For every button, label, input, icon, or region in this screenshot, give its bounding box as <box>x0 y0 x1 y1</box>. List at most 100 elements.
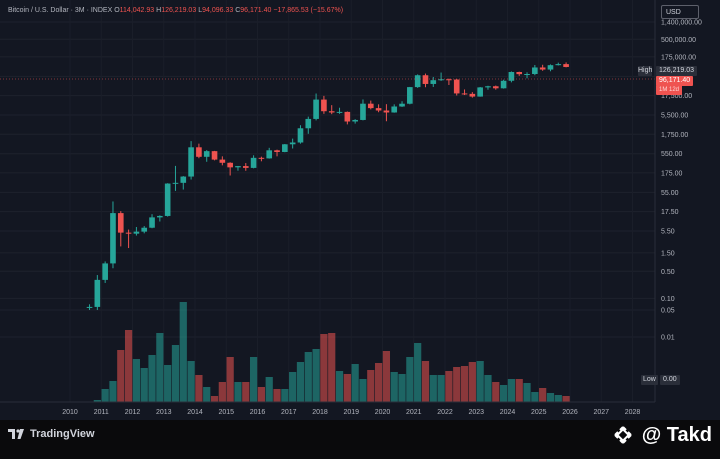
candle-body <box>508 72 515 81</box>
volume-bar <box>93 400 101 402</box>
candle-body <box>336 111 343 113</box>
binance-icon <box>614 426 632 444</box>
price-tick-label: 5.50 <box>661 229 675 236</box>
year-tick-label: 2016 <box>250 409 266 416</box>
year-tick-label: 2020 <box>375 409 391 416</box>
year-tick-label: 2011 <box>94 409 109 416</box>
volume-bar <box>359 379 367 402</box>
candle-body <box>203 151 210 157</box>
volume-bar <box>187 361 195 402</box>
candle-body <box>102 263 108 280</box>
volume-bar <box>179 302 187 402</box>
candle-body <box>407 87 413 104</box>
currency-button[interactable]: USD <box>661 5 699 19</box>
candle-body <box>446 79 452 81</box>
candle-body <box>516 72 523 75</box>
volume-bar <box>390 372 398 402</box>
close-value: 96,171.40 <box>240 7 272 14</box>
year-tick-label: 2012 <box>125 409 141 416</box>
volume-bars <box>93 302 570 402</box>
year-tick-label: 2010 <box>62 409 78 416</box>
year-tick-label: 2023 <box>468 409 484 416</box>
volume-bar <box>312 349 320 402</box>
candle-body <box>422 75 429 84</box>
candle-body <box>367 103 374 109</box>
volume-bar <box>289 372 297 402</box>
symbol-name: Bitcoin / U.S. Dollar · 3M · INDEX <box>8 7 113 14</box>
tradingview-logo[interactable]: TradingView <box>8 428 95 440</box>
year-tick-label: 2028 <box>625 409 641 416</box>
year-tick-label: 2027 <box>593 409 609 416</box>
volume-bar <box>398 374 406 402</box>
high-label-tag: High <box>638 66 653 76</box>
candle-body <box>328 111 335 113</box>
candle-body <box>227 162 233 168</box>
year-tick-label: 2026 <box>562 409 578 416</box>
candle-body <box>258 157 265 159</box>
year-tick-label: 2024 <box>500 409 516 416</box>
price-tick-label: 17.50 <box>661 209 679 216</box>
candle-body <box>461 93 468 95</box>
volume-bar <box>414 343 422 402</box>
price-tick-label: 500,000.00 <box>661 37 696 44</box>
price-axis: 1,400,000.00500,000.00175,000.0055,000.0… <box>661 20 702 342</box>
candle-body <box>289 142 296 145</box>
candle-body <box>524 73 530 75</box>
candle-body <box>250 157 257 168</box>
volume-bar <box>453 367 461 402</box>
volume-bar <box>468 362 476 402</box>
time-axis: 2010 2011 2012 2013 2014 2015 2016 2017 2018 2019… <box>62 409 640 416</box>
candle-body <box>125 232 132 234</box>
volume-bar <box>484 375 492 402</box>
watermark: @ Takd <box>610 422 712 448</box>
volume-bar <box>437 375 445 402</box>
volume-bar <box>562 396 570 402</box>
footer: TradingView @ Takd <box>0 420 720 459</box>
candle-body <box>492 86 499 89</box>
candle-body <box>172 182 179 184</box>
volume-bar <box>546 393 555 402</box>
volume-bar <box>476 361 484 402</box>
change-value: −17,865.53 (−15.67%) <box>273 7 344 14</box>
volume-bar <box>148 355 156 402</box>
candle-body <box>211 151 218 160</box>
price-tick-label: 550.00 <box>661 151 683 158</box>
price-chart[interactable]: 1,400,000.00500,000.00175,000.0055,000.0… <box>0 0 720 420</box>
candle-body <box>164 183 171 216</box>
volume-bar <box>281 389 289 402</box>
candle-body <box>500 80 507 89</box>
low-label-tag: Low <box>641 375 658 385</box>
volume-bar <box>531 392 539 402</box>
volume-bar <box>335 371 344 402</box>
candle-body <box>133 231 140 234</box>
volume-bar <box>382 351 391 402</box>
candle-body <box>297 128 304 143</box>
candle-body <box>539 67 546 70</box>
year-tick-label: 2022 <box>437 409 453 416</box>
candle-body <box>282 144 288 152</box>
volume-bar <box>499 385 508 402</box>
volume-bar <box>132 359 141 402</box>
low-label: L <box>198 7 203 14</box>
candle-body <box>438 79 444 81</box>
volume-bar <box>265 377 273 402</box>
candle-body <box>157 215 163 218</box>
volume-bar <box>429 375 437 402</box>
candle-body <box>477 87 483 97</box>
open-label: O <box>114 7 120 14</box>
volume-bar <box>203 387 211 402</box>
volume-bar <box>226 357 234 402</box>
candle-body <box>321 99 327 112</box>
candle-body <box>305 118 312 129</box>
candle-body <box>110 213 116 264</box>
volume-bar <box>445 371 453 402</box>
volume-bar <box>320 334 328 402</box>
year-tick-label: 2021 <box>406 409 422 416</box>
candle-body <box>414 75 421 88</box>
candle-body <box>344 111 351 122</box>
candle-body <box>383 110 390 113</box>
close-label: C <box>235 7 241 14</box>
chart-panel[interactable]: 1,400,000.00500,000.00175,000.0055,000.0… <box>0 0 720 420</box>
volume-bar <box>343 374 351 402</box>
volume-bar <box>515 379 523 402</box>
